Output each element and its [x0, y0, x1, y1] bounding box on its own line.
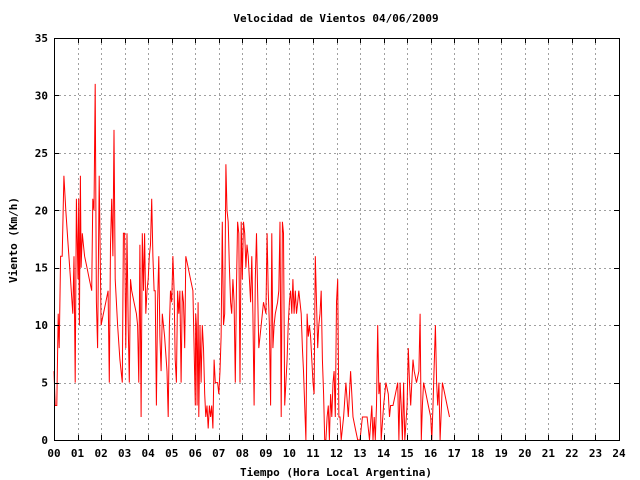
grid	[54, 38, 619, 440]
x-tick-label: 03	[118, 447, 131, 460]
x-tick-label: 02	[94, 447, 107, 460]
x-tick-label: 08	[236, 447, 249, 460]
y-tick-labels: 0 5 10 15 20 25 30 35	[35, 32, 48, 447]
x-tick-label: 18	[471, 447, 484, 460]
y-tick-label: 5	[41, 377, 48, 390]
x-tick-label: 09	[259, 447, 272, 460]
x-tick-label: 13	[353, 447, 366, 460]
series-layer	[53, 83, 450, 441]
y-tick-label: 15	[35, 262, 48, 275]
x-tick-label: 12	[330, 447, 343, 460]
y-tick-label: 25	[35, 147, 48, 160]
y-tick-label: 30	[35, 89, 48, 102]
x-tick-label: 19	[495, 447, 508, 460]
y-tick-label: 0	[41, 434, 48, 447]
x-tick-label: 07	[212, 447, 225, 460]
x-tick-label: 24	[612, 447, 626, 460]
y-tick-label: 10	[35, 319, 48, 332]
wind-speed-line	[53, 83, 450, 441]
y-tick-label: 20	[35, 204, 48, 217]
x-tick-label: 05	[165, 447, 178, 460]
x-tick-label: 11	[306, 447, 320, 460]
x-tick-label: 01	[71, 447, 85, 460]
x-tick-label: 20	[518, 447, 531, 460]
x-tick-label: 21	[542, 447, 556, 460]
x-tick-label: 17	[448, 447, 461, 460]
x-tick-label: 23	[589, 447, 602, 460]
x-tick-label: 16	[424, 447, 438, 460]
x-tick-label: 00	[47, 447, 60, 460]
x-tick-labels: 00 01 02 03 04 05 06 07 08 09 10 11 12 13 14 15 16 17 18 19…	[47, 447, 626, 460]
tick-marks	[54, 38, 620, 441]
x-tick-label: 06	[189, 447, 203, 460]
y-tick-label: 35	[35, 32, 48, 45]
x-tick-label: 15	[401, 447, 414, 460]
x-tick-label: 04	[142, 447, 156, 460]
chart-title: Velocidad de Vientos 04/06/2009	[233, 12, 438, 25]
y-axis-label: Viento (Km/h)	[7, 197, 20, 283]
x-tick-label: 14	[377, 447, 391, 460]
x-axis-label: Tiempo (Hora Local Argentina)	[240, 466, 432, 479]
x-tick-label: 22	[565, 447, 578, 460]
x-tick-label: 10	[283, 447, 296, 460]
